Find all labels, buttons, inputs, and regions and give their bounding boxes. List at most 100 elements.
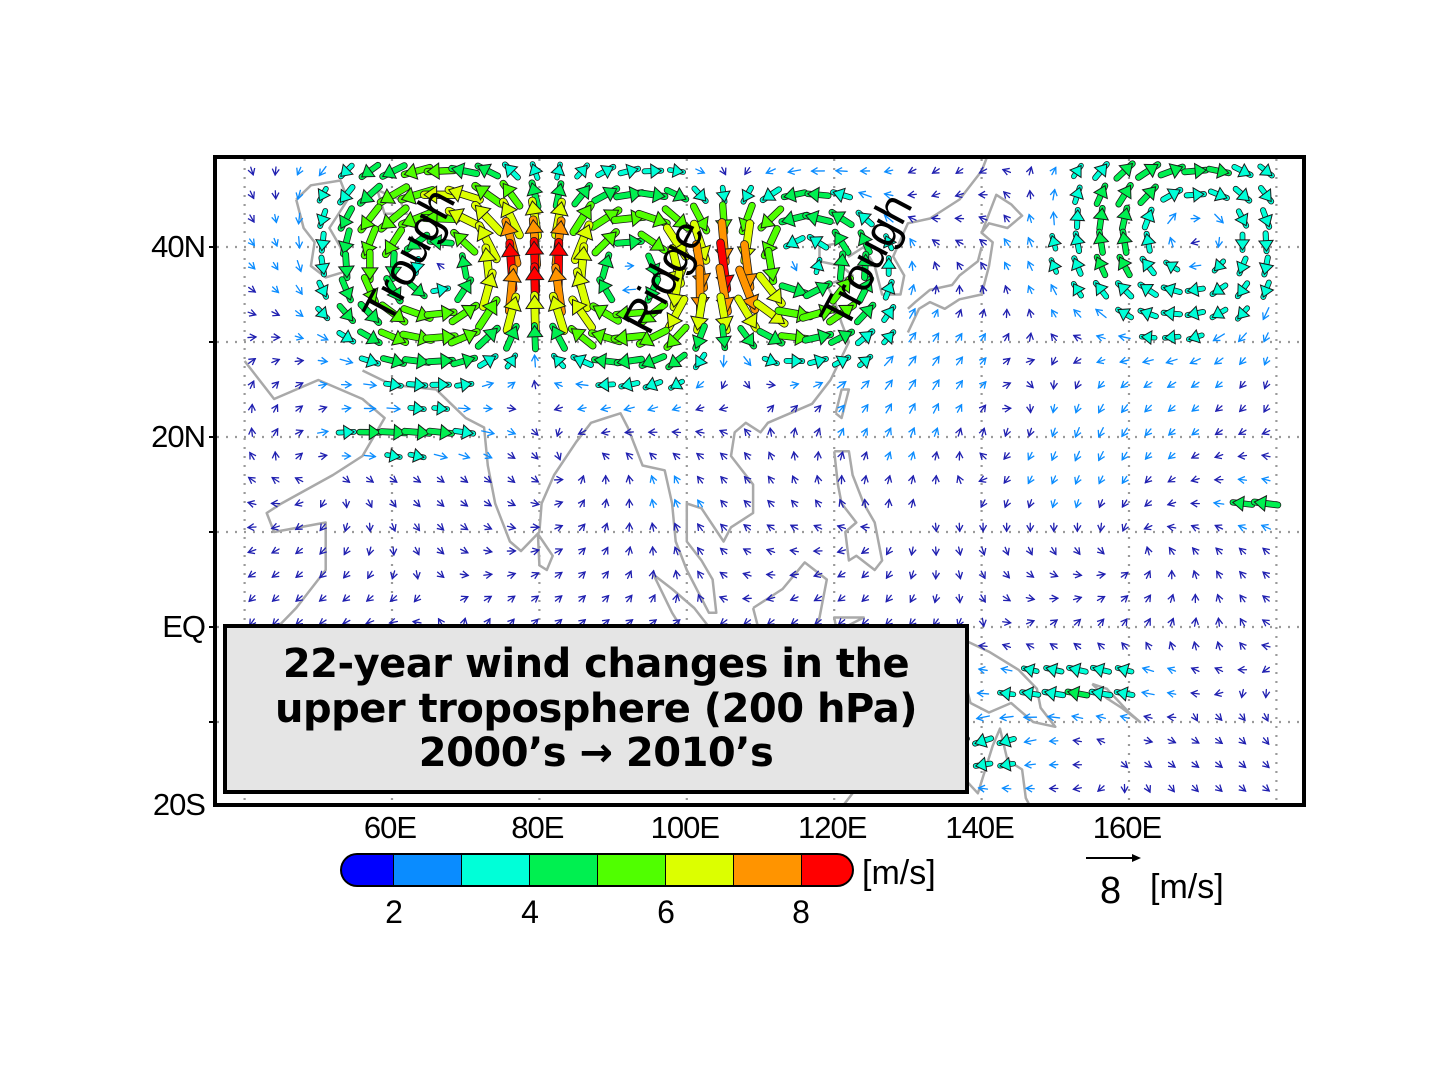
wind-vector	[649, 474, 658, 485]
wind-vector	[409, 255, 426, 277]
wind-vector	[1137, 306, 1159, 322]
wind-vector	[789, 547, 799, 556]
wind-vector	[767, 809, 775, 816]
wind-vector	[603, 809, 609, 816]
wind-vector	[1238, 784, 1247, 792]
wind-vector	[295, 405, 304, 413]
wind-vector	[271, 381, 280, 389]
wind-vector	[1116, 253, 1133, 279]
wind-vector	[695, 380, 705, 389]
wind-vector	[1116, 228, 1133, 256]
wind-vector	[554, 451, 562, 461]
wind-vector	[384, 250, 403, 282]
wind-vector	[1072, 356, 1082, 364]
wind-vector	[1120, 783, 1129, 794]
wind-vector	[380, 352, 407, 369]
wind-vector	[1051, 308, 1059, 318]
wind-vector	[1238, 713, 1246, 722]
wind-vector	[1140, 689, 1155, 698]
wind-vector	[978, 166, 988, 174]
wind-vector	[571, 182, 593, 208]
wind-vector	[1064, 685, 1091, 702]
wind-vector	[314, 279, 330, 300]
wind-vector	[294, 381, 304, 390]
wind-vector	[930, 214, 941, 223]
wind-vector	[1050, 356, 1059, 366]
wind-vector	[1234, 305, 1251, 322]
wind-vector	[689, 202, 711, 235]
wind-vector	[337, 184, 356, 206]
wind-vector	[790, 404, 799, 413]
wind-vector	[791, 474, 799, 485]
wind-vector	[601, 474, 610, 485]
wind-vector	[972, 732, 995, 748]
wind-vector	[689, 292, 709, 335]
wind-vector	[665, 351, 688, 371]
wind-vector	[977, 784, 989, 793]
wind-vector	[1027, 284, 1035, 295]
wind-vector	[1049, 570, 1059, 578]
wind-vector	[1069, 230, 1086, 254]
wind-vector	[810, 166, 826, 176]
wind-vector	[342, 522, 351, 533]
wind-vector	[767, 475, 776, 484]
wind-vector	[413, 475, 422, 483]
wind-vector	[1002, 332, 1010, 342]
wind-vector	[979, 284, 988, 295]
wind-vector	[695, 166, 706, 175]
wind-vector	[270, 522, 281, 531]
wind-vector	[1097, 522, 1106, 533]
wind-vector	[1168, 641, 1177, 651]
wind-vector	[1049, 546, 1057, 556]
wind-vector	[1143, 736, 1154, 745]
wind-vector	[1026, 403, 1035, 414]
wind-vector	[860, 451, 869, 461]
wind-vector	[1072, 760, 1083, 769]
wind-vector	[384, 447, 403, 463]
x-tick-label-140e: 140E	[945, 810, 1014, 845]
wind-vector	[635, 209, 671, 228]
wind-vector	[337, 227, 355, 258]
wind-vector	[1049, 619, 1059, 627]
wind-vector	[1190, 214, 1201, 223]
wind-vector	[458, 404, 472, 413]
wind-vector	[1261, 737, 1270, 746]
wind-vector	[1260, 476, 1271, 485]
wind-vector	[907, 450, 916, 461]
wind-vector	[979, 452, 988, 461]
wind-vector	[856, 250, 874, 282]
wind-vector	[672, 593, 681, 604]
wind-vector	[978, 357, 987, 365]
wind-vector	[883, 355, 894, 367]
y-tick-label-20n: 20N	[151, 419, 206, 454]
wind-vector	[1260, 523, 1272, 532]
wind-vector	[883, 214, 894, 223]
wind-vector	[601, 546, 609, 556]
wind-vector	[601, 522, 610, 532]
wind-vector	[931, 239, 940, 247]
wind-vector	[1026, 522, 1035, 533]
wind-vector	[813, 524, 823, 532]
wind-vector	[1026, 236, 1035, 248]
wind-vector	[1050, 403, 1059, 414]
wind-vector	[743, 451, 752, 460]
wind-vector	[360, 274, 379, 306]
wind-vector	[549, 322, 568, 352]
wind-vector	[1049, 522, 1058, 533]
wind-vector	[271, 476, 280, 485]
wind-vector	[814, 499, 823, 508]
wind-vector	[357, 328, 383, 347]
wind-vector	[246, 523, 257, 532]
wind-vector	[1262, 332, 1271, 343]
wind-vector	[357, 203, 383, 234]
wind-vector	[1003, 452, 1011, 461]
wind-vector	[335, 424, 357, 441]
wind-vector	[1088, 685, 1114, 702]
map-frame	[213, 155, 1306, 807]
reference-vector-arrow	[1086, 854, 1141, 862]
wind-vector	[1049, 594, 1060, 603]
wind-vector	[448, 162, 481, 180]
wind-vector	[1213, 475, 1224, 484]
wind-vector	[1137, 183, 1159, 206]
wind-vector	[1167, 760, 1177, 768]
